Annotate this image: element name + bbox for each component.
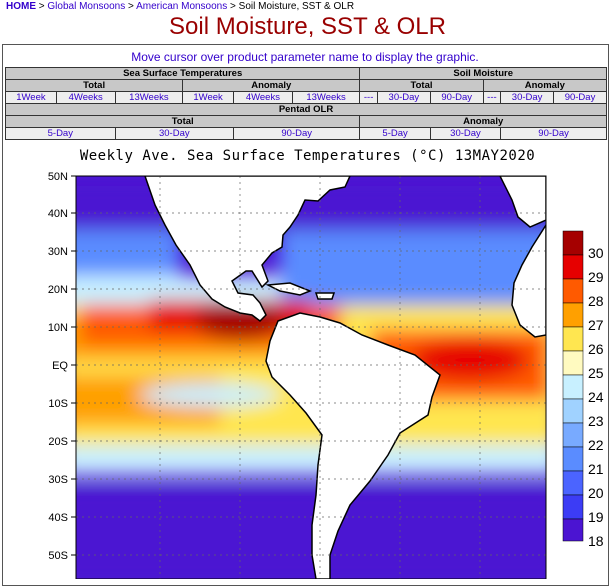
map-gridlines <box>76 176 546 579</box>
lat-label-50n: 50N <box>48 171 68 183</box>
lat-label-30s: 30S <box>48 474 68 486</box>
south-america-land <box>265 312 441 579</box>
page-title: Soil Moisture, SST & OLR <box>169 13 446 40</box>
breadcrumb-current: Soil Moisture, SST & OLR <box>238 1 355 12</box>
north-america-land <box>144 176 351 322</box>
sst-anomaly-4weeks-link[interactable]: 4Weeks <box>233 91 293 104</box>
lat-label-20n: 20N <box>48 284 68 296</box>
sst-total-1week-link[interactable]: 1Week <box>5 91 57 104</box>
colorbar-label-27: 27 <box>588 317 604 333</box>
soil-total-90day-link[interactable]: 90-Day <box>429 91 484 104</box>
product-menu: Sea Surface Temperatures Soil Moisture T… <box>4 67 608 140</box>
sst-band-cold-south <box>76 485 546 579</box>
colorbar-label-18: 18 <box>588 533 604 549</box>
lat-label-10n: 10N <box>48 322 68 334</box>
sst-anomaly-13weeks-link[interactable]: 13Weeks <box>291 91 361 104</box>
olr-anomaly-30day-link[interactable]: 30-Day <box>429 127 502 140</box>
map-plot-area <box>76 176 546 579</box>
hispaniola-island <box>314 292 336 300</box>
lat-label-eq: EQ <box>52 360 68 372</box>
sst-total-13weeks-link[interactable]: 13Weeks <box>114 91 184 104</box>
breadcrumb-separator: > <box>38 1 45 12</box>
american-monsoons-link[interactable]: American Monsoons <box>136 1 228 12</box>
colorbar-swatch-24 <box>562 374 584 400</box>
colorbar: 30 29 28 27 26 25 24 23 22 21 20 19 18 <box>562 230 604 549</box>
colorbar-label-23: 23 <box>588 413 604 429</box>
cuba-island <box>265 282 313 296</box>
colorbar-label-24: 24 <box>588 389 604 405</box>
colorbar-swatch-27 <box>562 302 584 328</box>
map-border <box>75 175 547 579</box>
lat-label-40n: 40N <box>48 208 68 220</box>
olr-total-90day-link[interactable]: 90-Day <box>233 127 361 140</box>
colorbar-swatch-22 <box>562 422 584 448</box>
colorbar-label-29: 29 <box>588 269 604 285</box>
colorbar-label-26: 26 <box>588 341 604 357</box>
africa-land <box>511 223 546 338</box>
lat-label-20s: 20S <box>48 436 68 448</box>
lat-label-10s: 10S <box>48 398 68 410</box>
map-title: Weekly Ave. Sea Surface Temperatures (°C… <box>79 148 536 164</box>
sst-cool-tongue <box>140 383 280 407</box>
colorbar-label-21: 21 <box>588 461 604 477</box>
colorbar-swatch-29 <box>562 254 584 280</box>
colorbar-label-22: 22 <box>588 437 604 453</box>
soil-anomaly-none: --- <box>482 91 502 104</box>
sst-band-cool-atlantic <box>280 225 546 305</box>
sst-map: 50N 40N 30N 20N 10N EQ 10S 20S 30S 40S 5… <box>48 171 604 579</box>
olr-total-30day-link[interactable]: 30-Day <box>114 127 235 140</box>
colorbar-swatch-19 <box>562 494 584 520</box>
soil-moisture-header: Soil Moisture <box>359 67 607 80</box>
sst-anomaly-header: Anomaly <box>182 79 361 92</box>
soil-total-30day-link[interactable]: 30-Day <box>376 91 431 104</box>
soil-anomaly-header: Anomaly <box>482 79 608 92</box>
breadcrumb: HOME > Global Monsoons > American Monsoo… <box>6 1 354 12</box>
olr-anomaly-90day-link[interactable]: 90-Day <box>500 127 607 140</box>
sst-total-header: Total <box>4 79 184 92</box>
colorbar-swatch-23 <box>562 398 584 424</box>
colorbar-label-20: 20 <box>588 485 604 501</box>
lat-label-40s: 40S <box>48 512 68 524</box>
colorbar-swatch-30 <box>562 230 584 256</box>
sst-field <box>76 180 546 579</box>
olr-header: Pentad OLR <box>5 103 607 116</box>
sst-header: Sea Surface Temperatures <box>4 67 361 80</box>
soil-total-header: Total <box>359 79 484 92</box>
soil-total-none: --- <box>359 91 378 104</box>
olr-total-header: Total <box>4 115 361 128</box>
colorbar-label-25: 25 <box>588 365 604 381</box>
lat-label-30n: 30N <box>48 246 68 258</box>
colorbar-swatch-25 <box>562 350 584 376</box>
breadcrumb-separator: > <box>128 1 134 12</box>
colorbar-label-30: 30 <box>588 245 604 261</box>
olr-anomaly-header: Anomaly <box>359 115 607 128</box>
home-link[interactable]: HOME <box>6 1 36 12</box>
latitude-axis: 50N 40N 30N 20N 10N EQ 10S 20S 30S 40S 5… <box>48 171 76 562</box>
colorbar-swatch-18 <box>562 518 584 542</box>
colorbar-label-28: 28 <box>588 293 604 309</box>
sst-band-hot2-east <box>410 340 530 380</box>
greenland-land <box>499 176 546 228</box>
hint-text: Move cursor over product parameter name … <box>131 50 479 64</box>
colorbar-swatch-28 <box>562 278 584 304</box>
global-monsoons-link[interactable]: Global Monsoons <box>47 1 126 12</box>
soil-anomaly-90day-link[interactable]: 90-Day <box>553 91 607 104</box>
colorbar-label-19: 19 <box>588 509 604 525</box>
soil-anomaly-30day-link[interactable]: 30-Day <box>500 91 555 104</box>
colorbar-swatch-20 <box>562 470 584 496</box>
olr-total-5day-link[interactable]: 5-Day <box>5 127 116 140</box>
sst-total-4weeks-link[interactable]: 4Weeks <box>55 91 116 104</box>
colorbar-swatch-21 <box>562 446 584 472</box>
breadcrumb-separator: > <box>230 1 236 12</box>
colorbar-swatch-26 <box>562 326 584 352</box>
sst-anomaly-1week-link[interactable]: 1Week <box>182 91 235 104</box>
lat-label-50s: 50S <box>48 550 68 562</box>
olr-anomaly-5day-link[interactable]: 5-Day <box>359 127 431 140</box>
